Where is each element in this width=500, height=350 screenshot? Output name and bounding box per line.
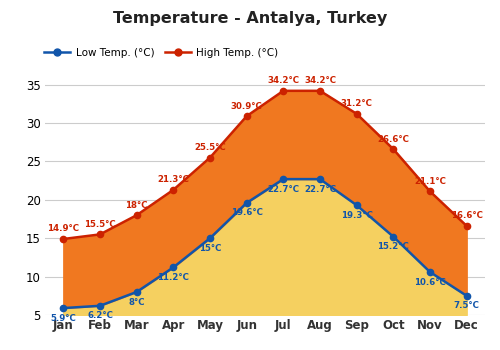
Text: 15.2°C: 15.2°C [378, 242, 409, 251]
Text: 18°C: 18°C [126, 201, 148, 210]
Text: 11.2°C: 11.2°C [158, 273, 190, 282]
Text: 21.1°C: 21.1°C [414, 177, 446, 186]
Text: 10.6°C: 10.6°C [414, 278, 446, 287]
Text: 22.7°C: 22.7°C [268, 185, 300, 194]
Text: 19.3°C: 19.3°C [340, 211, 372, 220]
Text: Temperature - Antalya, Turkey: Temperature - Antalya, Turkey [113, 10, 387, 26]
Text: 15.5°C: 15.5°C [84, 220, 116, 229]
Text: 16.6°C: 16.6°C [450, 211, 482, 220]
Text: 5.9°C: 5.9°C [50, 314, 76, 323]
Text: 19.6°C: 19.6°C [230, 209, 262, 217]
Text: 15°C: 15°C [199, 244, 221, 253]
Text: 7.5°C: 7.5°C [454, 301, 479, 310]
Text: 34.2°C: 34.2°C [304, 76, 336, 85]
Legend: Low Temp. (°C), High Temp. (°C): Low Temp. (°C), High Temp. (°C) [40, 44, 282, 62]
Text: 31.2°C: 31.2°C [340, 99, 372, 108]
Text: 22.7°C: 22.7°C [304, 185, 336, 194]
Text: 34.2°C: 34.2°C [268, 76, 300, 85]
Text: 25.5°C: 25.5°C [194, 143, 226, 152]
Text: 30.9°C: 30.9°C [231, 102, 262, 111]
Text: 8°C: 8°C [128, 298, 145, 307]
Text: 21.3°C: 21.3°C [158, 175, 190, 184]
Text: 26.6°C: 26.6°C [378, 135, 410, 144]
Text: 6.2°C: 6.2°C [87, 312, 113, 320]
Text: 14.9°C: 14.9°C [48, 224, 80, 233]
